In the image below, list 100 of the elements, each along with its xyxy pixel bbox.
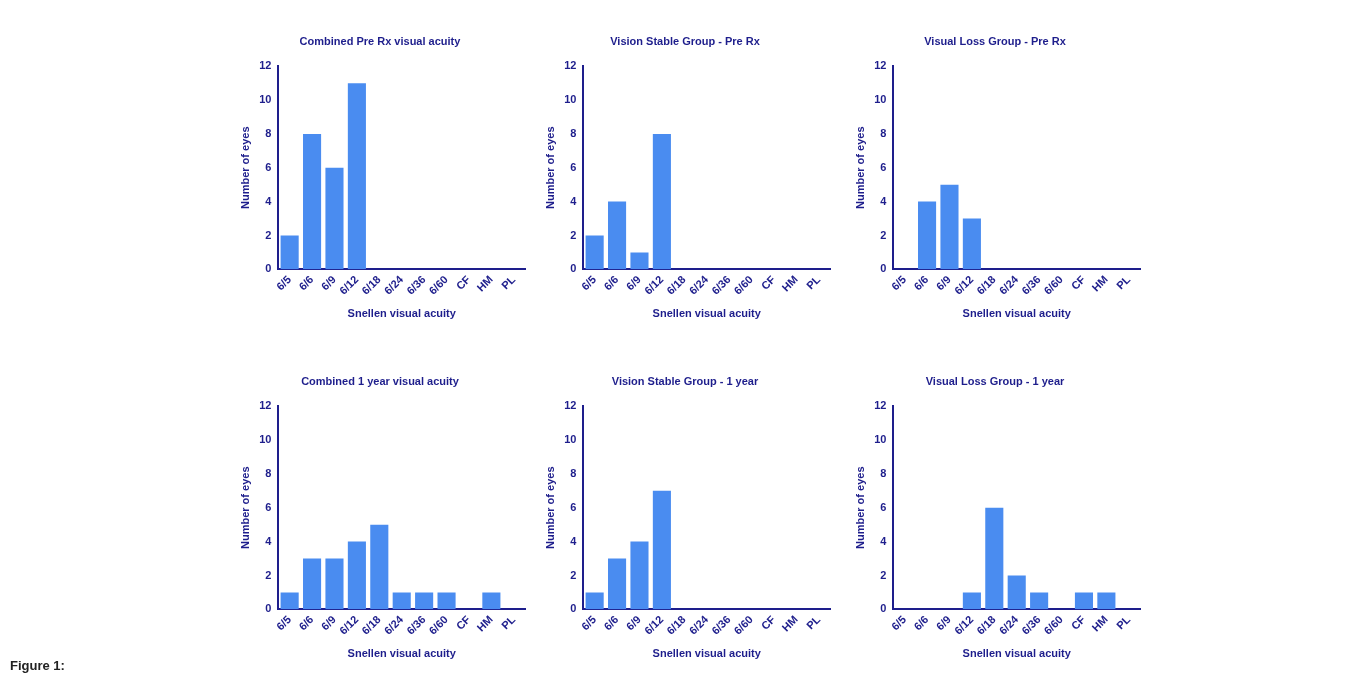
x-tick-label: 6/18 [664,613,688,637]
x-tick-label: 6/18 [664,273,688,297]
y-tick-label: 8 [880,466,887,479]
y-tick-label: 0 [570,262,577,275]
y-tick-label: 2 [570,228,577,241]
y-tick-label: 8 [880,126,887,139]
bar [962,592,981,610]
x-tick-label: 6/36 [404,273,428,297]
bar [437,592,456,610]
y-tick-label: 2 [880,568,887,581]
bar [608,201,627,270]
x-tick-label: 6/5 [578,273,599,293]
chart-title: Combined Pre Rx visual acuity [299,34,462,47]
x-tick-label: 6/5 [273,273,294,293]
x-tick-label: 6/12 [951,613,976,637]
y-tick-label: 4 [570,534,578,547]
x-tick-label: 6/12 [336,613,361,637]
chart-title: Vision Stable Group - Pre Rx [610,34,761,47]
x-axis-title: Snellen visual acuity [347,307,457,320]
bar [585,592,604,610]
y-tick-label: 12 [259,59,272,72]
x-tick-label: 6/6 [601,613,621,633]
chart-title: Visual Loss Group - Pre Rx [924,34,1067,47]
x-tick-label: HM [474,273,495,294]
bar [630,252,649,270]
x-tick-label: 6/5 [888,613,909,633]
bar [652,490,671,610]
y-tick-label: 8 [265,466,272,479]
x-tick-label: CF [758,612,778,632]
y-tick-label: 4 [880,194,888,207]
y-tick-label: 12 [874,59,887,72]
y-tick-label: 10 [259,93,272,106]
bar [1030,592,1049,610]
x-tick-label: PL [498,612,518,632]
bar [985,507,1004,610]
x-tick-label: CF [1068,272,1088,292]
bar [630,541,649,610]
bar [280,235,299,270]
x-tick-label: CF [758,272,778,292]
bar [1097,592,1116,610]
x-axis-title: Snellen visual acuity [962,647,1072,660]
y-tick-label: 2 [265,228,272,241]
y-tick-label: 0 [265,262,272,275]
x-tick-label: 6/36 [709,613,733,637]
y-tick-label: 10 [874,433,887,446]
x-tick-label: HM [779,273,800,294]
y-axis-title: Number of eyes [853,466,866,550]
y-tick-label: 2 [880,228,887,241]
bar [347,83,366,270]
y-tick-label: 4 [570,194,578,207]
x-tick-label: 6/60 [426,273,451,297]
bar [325,558,344,610]
y-tick-label: 10 [874,93,887,106]
x-tick-label: HM [779,613,800,634]
y-tick-label: 6 [265,160,272,173]
x-axis-title: Snellen visual acuity [347,647,457,660]
x-tick-label: 6/36 [1019,613,1043,637]
bar [962,218,981,270]
x-tick-label: 6/60 [731,273,756,297]
x-tick-label: 6/6 [296,273,316,293]
x-tick-label: 6/6 [296,613,316,633]
y-tick-label: 12 [564,59,577,72]
bar [940,184,959,270]
x-tick-label: CF [453,272,473,292]
x-tick-label: PL [1113,272,1133,292]
bar [303,133,322,270]
x-tick-label: 6/60 [1041,613,1066,637]
x-tick-label: 6/12 [641,273,666,297]
x-tick-label: 6/5 [273,613,294,633]
x-tick-label: 6/18 [359,613,383,637]
x-tick-label: 6/6 [911,273,931,293]
bar [347,541,366,610]
y-tick-label: 4 [265,534,273,547]
y-tick-label: 0 [880,262,887,275]
y-tick-label: 0 [880,602,887,615]
y-tick-label: 6 [880,500,887,513]
x-tick-label: PL [498,272,518,292]
y-tick-label: 2 [265,568,272,581]
bar [392,592,411,610]
x-tick-label: PL [803,612,823,632]
y-tick-label: 6 [570,160,577,173]
y-tick-label: 8 [265,126,272,139]
x-tick-label: 6/36 [404,613,428,637]
y-tick-label: 6 [265,500,272,513]
bar [325,167,344,270]
y-tick-label: 0 [265,602,272,615]
x-tick-label: HM [1089,613,1110,634]
bar [370,524,389,610]
x-tick-label: PL [803,272,823,292]
y-tick-label: 12 [564,399,577,412]
bar [280,592,299,610]
y-axis-title: Number of eyes [853,126,866,210]
x-tick-label: 6/5 [888,273,909,293]
y-tick-label: 0 [570,602,577,615]
caption: Figure 1: [10,658,65,673]
x-tick-label: 6/9 [623,613,644,633]
bar [303,558,322,610]
y-axis-title: Number of eyes [238,466,251,550]
bar [482,592,501,610]
y-tick-label: 8 [570,466,577,479]
